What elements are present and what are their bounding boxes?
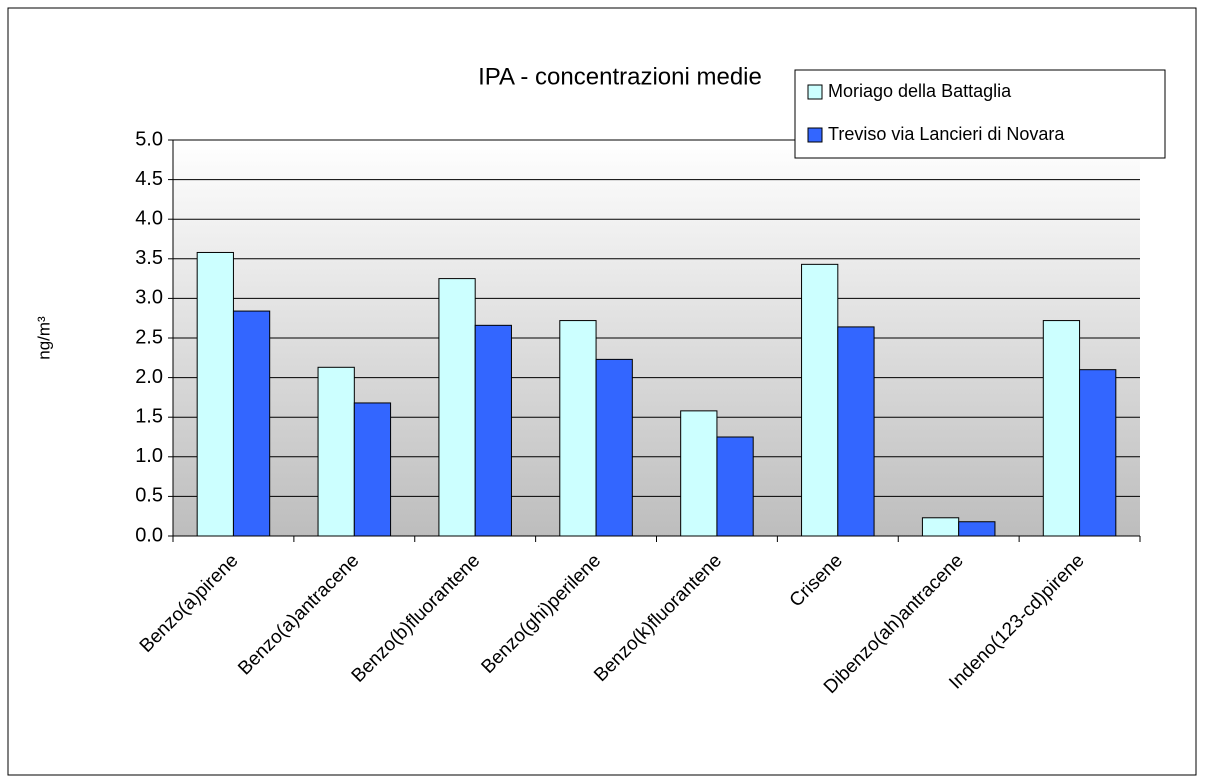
legend-swatch [807, 127, 823, 143]
y-tick-label: 3.5 [135, 247, 163, 269]
y-tick-label: 3.0 [135, 287, 163, 309]
y-tick-label: 1.0 [135, 445, 163, 467]
y-tick-label: 0.0 [135, 524, 163, 546]
legend-label: Treviso via Lancieri di Novara [828, 124, 1065, 144]
y-tick-label: 4.0 [135, 207, 163, 229]
bar [1079, 369, 1117, 537]
y-axis-label: ng/m³ [34, 316, 53, 360]
y-tick-label: 2.5 [135, 326, 163, 348]
bar [921, 517, 960, 537]
y-tick-label: 2.0 [135, 366, 163, 388]
bar [837, 326, 875, 537]
y-tick-label: 4.5 [135, 168, 163, 190]
bar [958, 521, 996, 537]
bar [438, 278, 476, 537]
legend-box [794, 69, 1166, 159]
bar [196, 251, 234, 537]
legend-swatch [807, 84, 823, 100]
legend-label: Moriago della Battaglia [828, 81, 1012, 101]
bar [232, 310, 271, 537]
bar [716, 436, 754, 537]
chart-title: IPA - concentrazioni medie [478, 63, 762, 90]
bar [317, 366, 355, 537]
bar [559, 320, 597, 537]
y-tick-label: 5.0 [135, 128, 163, 150]
bar [1042, 320, 1081, 537]
y-tick-label: 1.5 [135, 405, 163, 427]
bar [353, 402, 392, 537]
bar [680, 410, 718, 537]
bar [474, 324, 512, 537]
bar [801, 263, 839, 537]
y-tick-label: 0.5 [135, 485, 163, 507]
bar [595, 358, 633, 537]
